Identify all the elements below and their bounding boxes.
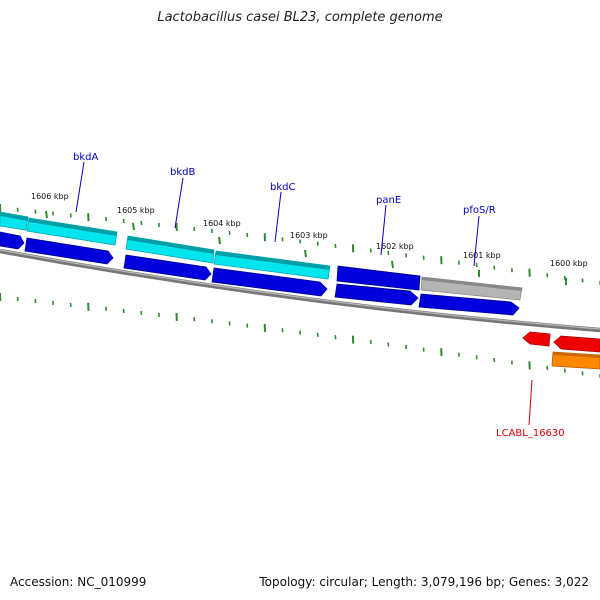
position-mark-1605: 1605 kbp [117,206,155,231]
position-mark-1604: 1604 kbp [203,219,241,245]
genome-info-label: Topology: circular; Length: 3,079,196 bp… [259,575,589,589]
gene-label-bkdC-text: bkdC [270,182,295,193]
genome-backbone [0,248,600,333]
position-mark-1602: 1602 kbp [376,242,414,269]
position-label-1602: 1602 kbp [376,242,414,251]
position-mark-1601: 1601 kbp [463,251,501,277]
feature-cds-blue-5[interactable] [334,283,419,306]
position-label-1601: 1601 kbp [463,251,501,260]
gene-label-LCABL_16630-text: LCABL_16630 [496,428,565,439]
position-mark-1600: 1600 kbp [550,259,588,285]
gene-label-pfoS-R[interactable]: pfoS/R [463,205,496,267]
inner-tick-marks [0,292,600,379]
position-label-1603: 1603 kbp [290,231,328,240]
position-label-1600: 1600 kbp [550,259,588,268]
accession-label: Accession: NC_010999 [10,575,147,589]
position-label-1606: 1606 kbp [31,192,69,201]
gene-label-panE-text: panE [376,195,401,206]
feature-cds-blue-6[interactable] [418,293,520,316]
feature-bkdA[interactable] [26,217,118,246]
feature-pfoS-R[interactable] [420,276,523,301]
gene-label-bkdB[interactable]: bkdB [170,167,195,229]
map-title: Lactobacillus casei BL23, complete genom… [157,10,443,25]
feature-cds-blue-3[interactable] [123,254,212,281]
gene-label-bkdA[interactable]: bkdA [73,152,98,213]
feature-cds-blue-2[interactable] [24,237,114,265]
gene-label-bkdA-text: bkdA [73,152,98,163]
position-label-1604: 1604 kbp [203,219,241,228]
feature-LCABL_16630[interactable] [522,331,551,347]
gene-label-bkdB-text: bkdB [170,167,195,178]
feature-bkdB[interactable] [125,235,215,264]
gene-label-LCABL_16630[interactable]: LCABL_16630 [496,379,565,439]
gene-label-bkdC[interactable]: bkdC [270,182,295,243]
feature-panE[interactable] [336,265,421,291]
feature-cds-blue-4[interactable] [211,267,328,297]
outer-tick-marks [0,203,600,286]
position-label-1605: 1605 kbp [117,206,155,215]
gene-label-pfoS-R-text: pfoS/R [463,205,496,216]
position-mark-1603: 1603 kbp [290,231,328,258]
feature-cds-red-2[interactable] [553,335,600,353]
feature-cds-blue-1[interactable] [0,231,25,250]
position-mark-1606: 1606 kbp [31,192,69,219]
feature-bkdA-outer-left[interactable] [0,211,29,231]
feature-bkdC[interactable] [213,250,331,280]
gene-label-panE[interactable]: panE [376,195,401,256]
